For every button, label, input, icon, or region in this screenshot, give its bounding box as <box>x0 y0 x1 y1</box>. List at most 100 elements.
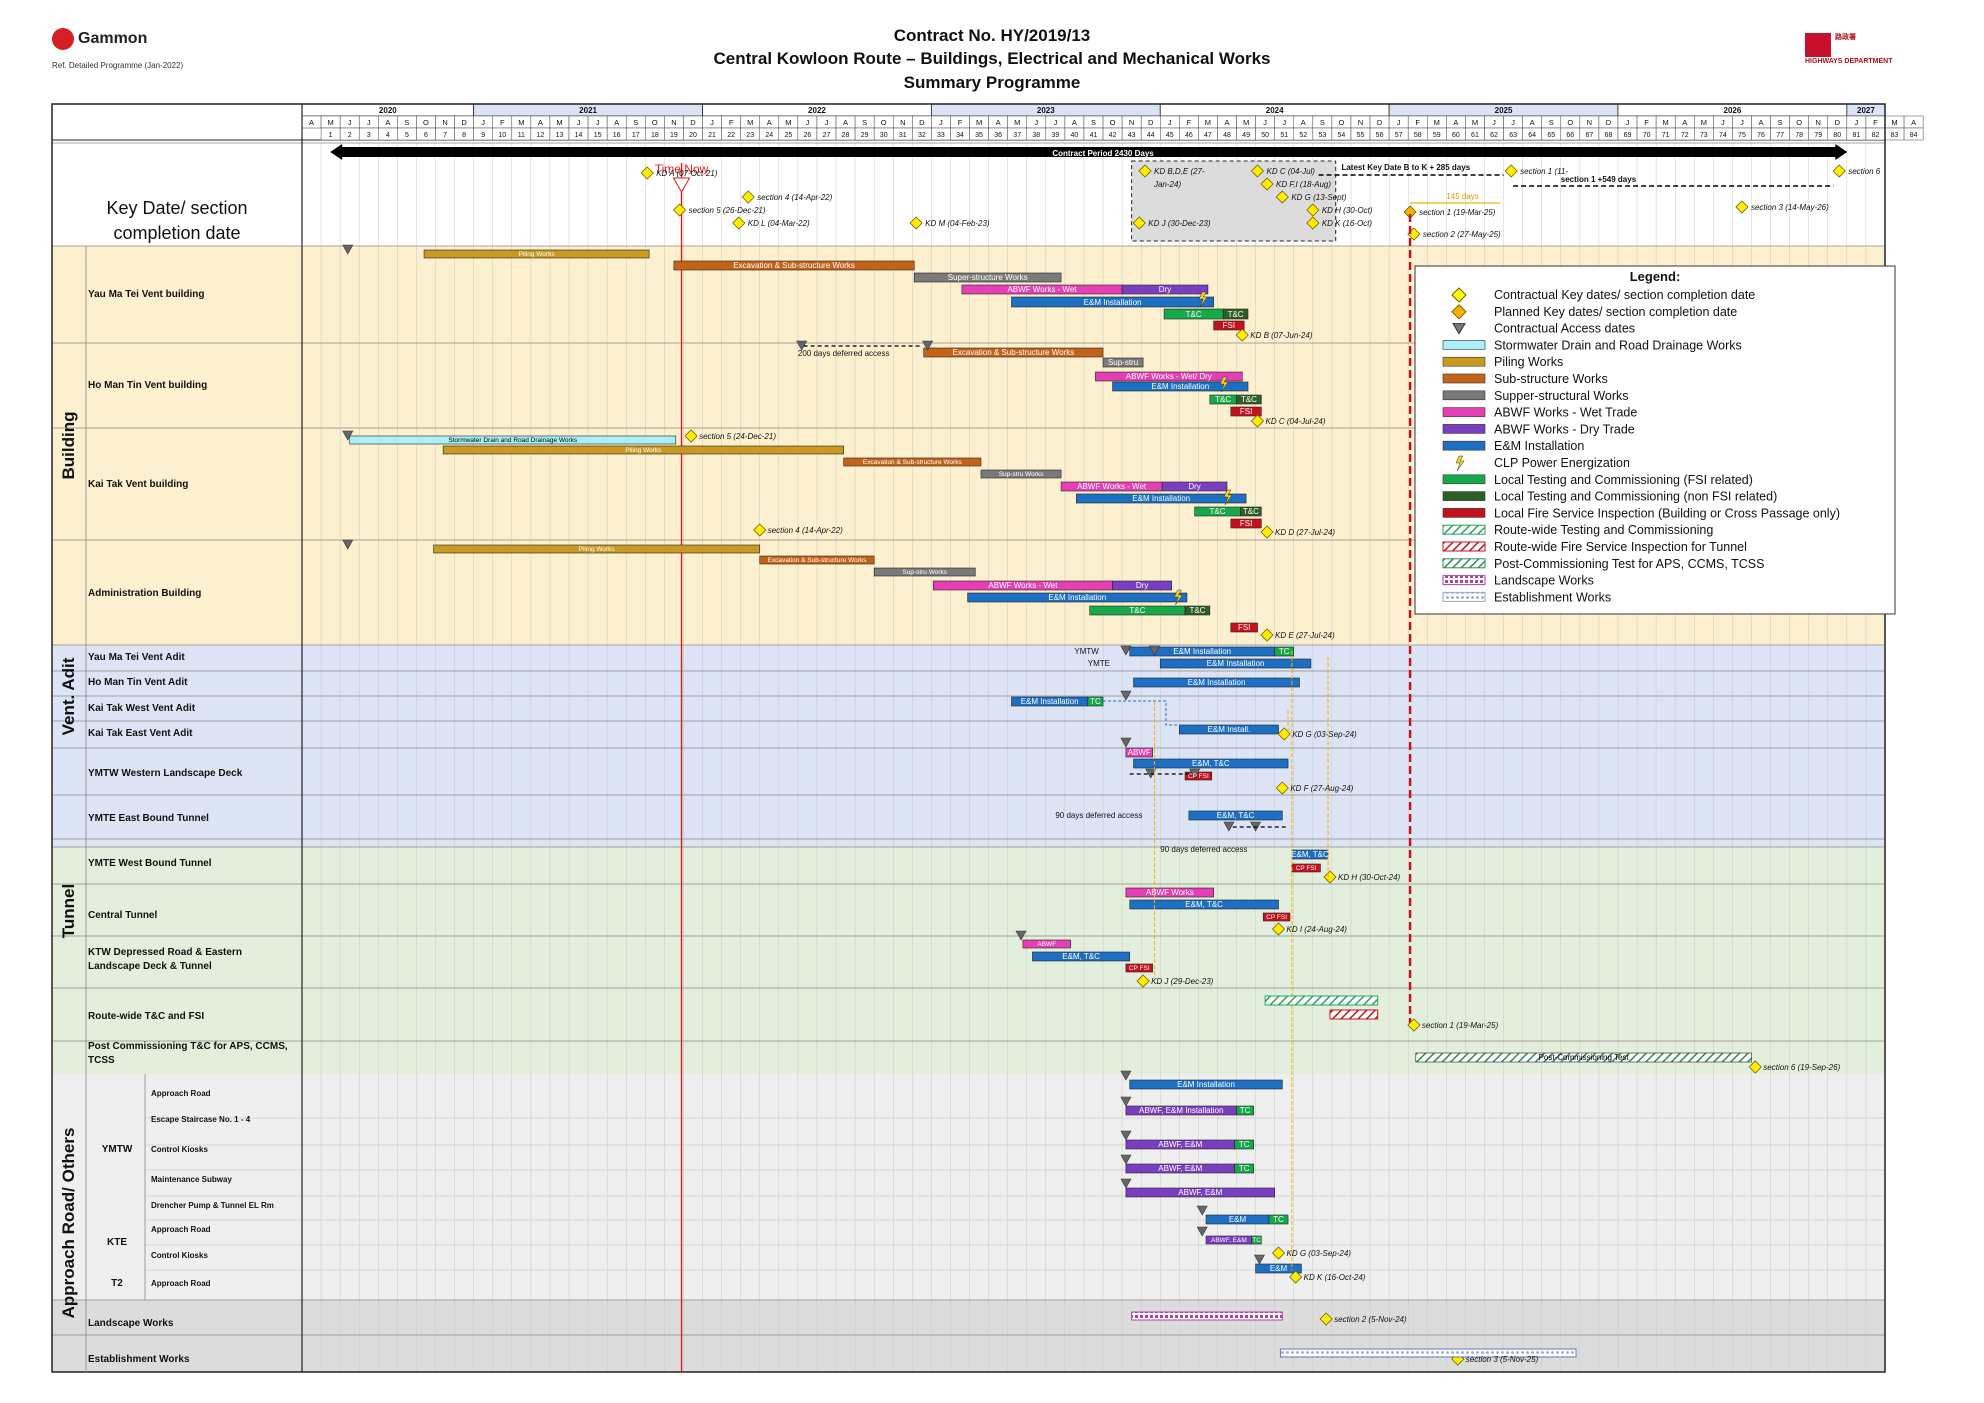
access-date-triangle-icon <box>1120 645 1132 656</box>
legend-swatch <box>1442 541 1486 552</box>
month-label: N <box>1358 118 1363 127</box>
bar-label: Excavation & Sub-structure Works <box>863 459 963 466</box>
index-label: 7 <box>443 132 447 139</box>
access-date-triangle-icon <box>1120 1178 1132 1189</box>
index-label: 61 <box>1471 132 1479 139</box>
bar-label: ABWF Works - Wet <box>1077 482 1147 491</box>
approach-item-label: Control Kiosks <box>151 1145 208 1154</box>
key-date-diamond-icon <box>1260 628 1274 642</box>
index-label: 49 <box>1242 132 1250 139</box>
milestone-label: KD E (27-Jul-24) <box>1275 631 1335 640</box>
bar-label: ABWF, E&M <box>1211 1237 1247 1244</box>
note-label: YMTW <box>1074 647 1099 656</box>
access-date-triangle-icon <box>922 340 934 351</box>
legend-item-label: Local Testing and Commissioning (FSI rel… <box>1494 473 1753 487</box>
row-label: Administration Building <box>88 588 201 599</box>
index-label: 63 <box>1509 132 1517 139</box>
bar-label: FSI <box>1240 519 1252 528</box>
gantt-bar <box>1121 284 1209 295</box>
index-label: 79 <box>1814 132 1822 139</box>
gantt-bar <box>349 435 677 445</box>
row-label: Kai Tak East Vent Adit <box>88 728 193 739</box>
gantt-bar <box>1230 622 1258 633</box>
index-label: 72 <box>1681 132 1689 139</box>
key-date-diamond-icon <box>1260 525 1274 539</box>
bar-label: Stormwater Drain and Road Drainage Works <box>448 437 578 444</box>
index-label: 52 <box>1299 132 1307 139</box>
month-label: S <box>633 118 638 127</box>
month-label: F <box>1644 118 1649 127</box>
latest-key-date-label: Latest Key Date B to K + 285 days <box>1341 163 1470 172</box>
milestone-label: section 5 (26-Dec-21) <box>689 206 766 215</box>
bar-label: ABWF <box>1037 941 1056 948</box>
key-date-diamond-icon <box>1271 1246 1286 1260</box>
month-label: D <box>1148 118 1154 127</box>
key-date-label: Key Date/ section <box>106 198 247 218</box>
month-label: A <box>843 118 848 127</box>
key-date-diamond-icon <box>1306 216 1320 230</box>
month-label: N <box>900 118 905 127</box>
legend-triangle-icon <box>1452 323 1466 335</box>
tunnel-section-band <box>52 847 1885 1074</box>
index-label: 75 <box>1738 132 1746 139</box>
gantt-bar <box>1234 1139 1255 1150</box>
index-label: 39 <box>1051 132 1059 139</box>
contract-period-bar <box>340 147 1838 157</box>
bar-label: FSI <box>1238 623 1250 632</box>
milestone-label: KD G (03-Sep-24) <box>1292 730 1357 739</box>
index-label: 42 <box>1109 132 1117 139</box>
index-label: 45 <box>1166 132 1174 139</box>
index-label: 67 <box>1585 132 1593 139</box>
row-label: TCSS <box>88 1055 115 1066</box>
year-label: 2022 <box>808 106 826 115</box>
index-label: 57 <box>1395 132 1403 139</box>
index-label: 35 <box>975 132 983 139</box>
bar-label: CP FSI <box>1129 965 1150 972</box>
index-label: 11 <box>518 132 525 139</box>
legend-swatch <box>1442 508 1486 518</box>
month-label: A <box>1224 118 1229 127</box>
index-label: 44 <box>1147 132 1155 139</box>
month-label: S <box>404 118 409 127</box>
legend-item-label: Post-Commissioning Test for APS, CCMS, T… <box>1494 557 1764 571</box>
index-label: 8 <box>462 132 466 139</box>
year-label: 2026 <box>1724 106 1742 115</box>
month-label: A <box>1530 118 1535 127</box>
month-label: M <box>1243 118 1249 127</box>
gantt-bar <box>1125 887 1214 898</box>
index-label: 50 <box>1261 132 1269 139</box>
month-label: D <box>1835 118 1841 127</box>
milestone-label: section 3 (5-Nov-25) <box>1466 1355 1539 1364</box>
gantt-bar <box>1234 1163 1255 1174</box>
milestone-label: section 1 (11- <box>1520 167 1568 176</box>
bar-label: TC <box>1239 1140 1250 1149</box>
month-label: J <box>1397 118 1401 127</box>
gantt-bar <box>1230 518 1262 529</box>
access-date-triangle-icon <box>1120 1130 1132 1141</box>
milestone-label: section 1 (19-Mar-25) <box>1419 208 1496 217</box>
key-date-diamond-icon <box>1289 1270 1303 1284</box>
row-label: KTW Depressed Road & Eastern <box>88 947 242 958</box>
bar-label: Super-structure Works <box>948 273 1028 282</box>
month-label: N <box>1129 118 1134 127</box>
arrow-left-icon <box>330 144 343 160</box>
month-label: J <box>1721 118 1725 127</box>
month-label: M <box>785 118 791 127</box>
row-label: YMTW Western Landscape Deck <box>88 768 243 779</box>
bar-label: E&M Installation <box>1188 678 1246 687</box>
access-date-triangle-icon <box>342 244 354 255</box>
milestone-label: KD A (07-Oct-21) <box>656 169 718 178</box>
bar-label: E&M, T&C <box>1062 952 1100 961</box>
month-label: M <box>327 118 333 127</box>
bar-label: ABWF, E&M <box>1158 1164 1202 1173</box>
index-label: 78 <box>1795 132 1803 139</box>
bar-label: Dry <box>1188 482 1200 491</box>
route-wide-fsi-bar <box>1329 1009 1379 1020</box>
highways-dept-logo: 路政署 HIGHWAYS DEPARTMENT <box>1805 33 1893 65</box>
access-date-triangle-icon <box>1120 1154 1132 1165</box>
index-label: 12 <box>537 132 545 139</box>
row-label: Ho Man Tin Vent building <box>88 380 207 391</box>
gantt-bar <box>980 469 1062 479</box>
legend-item-label: ABWF Works - Dry Trade <box>1494 422 1635 436</box>
index-label: 2 <box>348 132 352 139</box>
